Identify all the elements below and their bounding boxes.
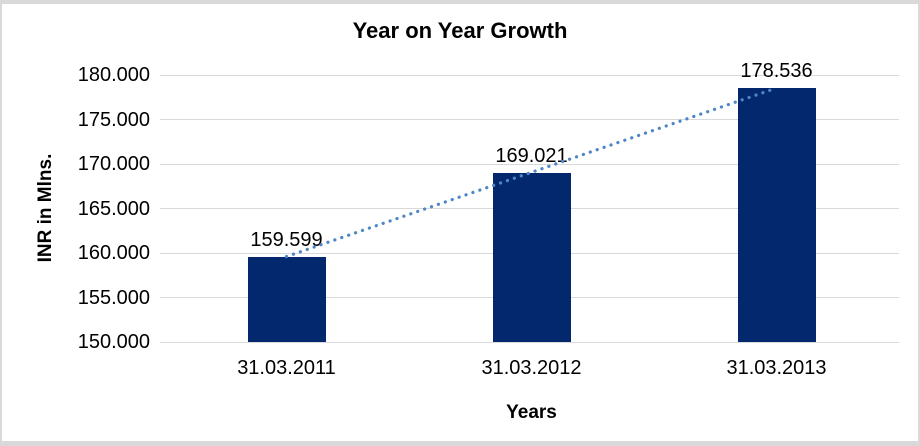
y-axis-title: INR in Mlns. [35, 153, 56, 263]
bar [492, 172, 571, 342]
chart-title: Year on Year Growth [352, 18, 568, 43]
data-label: 159.599 [250, 228, 323, 251]
ytick-layer: 180.000 175.000 170.000 165.000 160.000 155.0… [78, 65, 899, 352]
y-tick-label: 175.000 [77, 108, 150, 131]
gridline [160, 74, 899, 76]
y-tick-label: 155.000 [77, 286, 150, 309]
y-tick-label: 150.000 [77, 331, 150, 353]
y-tick-label: 165.000 [77, 197, 150, 220]
bar [737, 88, 816, 342]
category-label: 31.03.2013 [726, 357, 827, 379]
category-label: 31.03.2011 [237, 357, 336, 379]
data-label: 169.021 [495, 144, 568, 167]
plot-area: 180.000 175.000 170.000 165.000 160.000 155.0… [78, 61, 899, 378]
y-tick-label: 180.000 [77, 64, 150, 86]
x-axis-title: Years [506, 402, 557, 423]
category-label: 31.03.2012 [481, 357, 582, 379]
bar [247, 256, 326, 342]
data-label: 178.536 [740, 60, 813, 83]
gridline [160, 341, 899, 343]
bar-layer: 159.599 31.03.2011 169.021 31.03.2012 178.53… [164, 61, 899, 378]
y-tick-label: 160.000 [77, 242, 150, 264]
y-tick-label: 170.000 [77, 153, 150, 175]
